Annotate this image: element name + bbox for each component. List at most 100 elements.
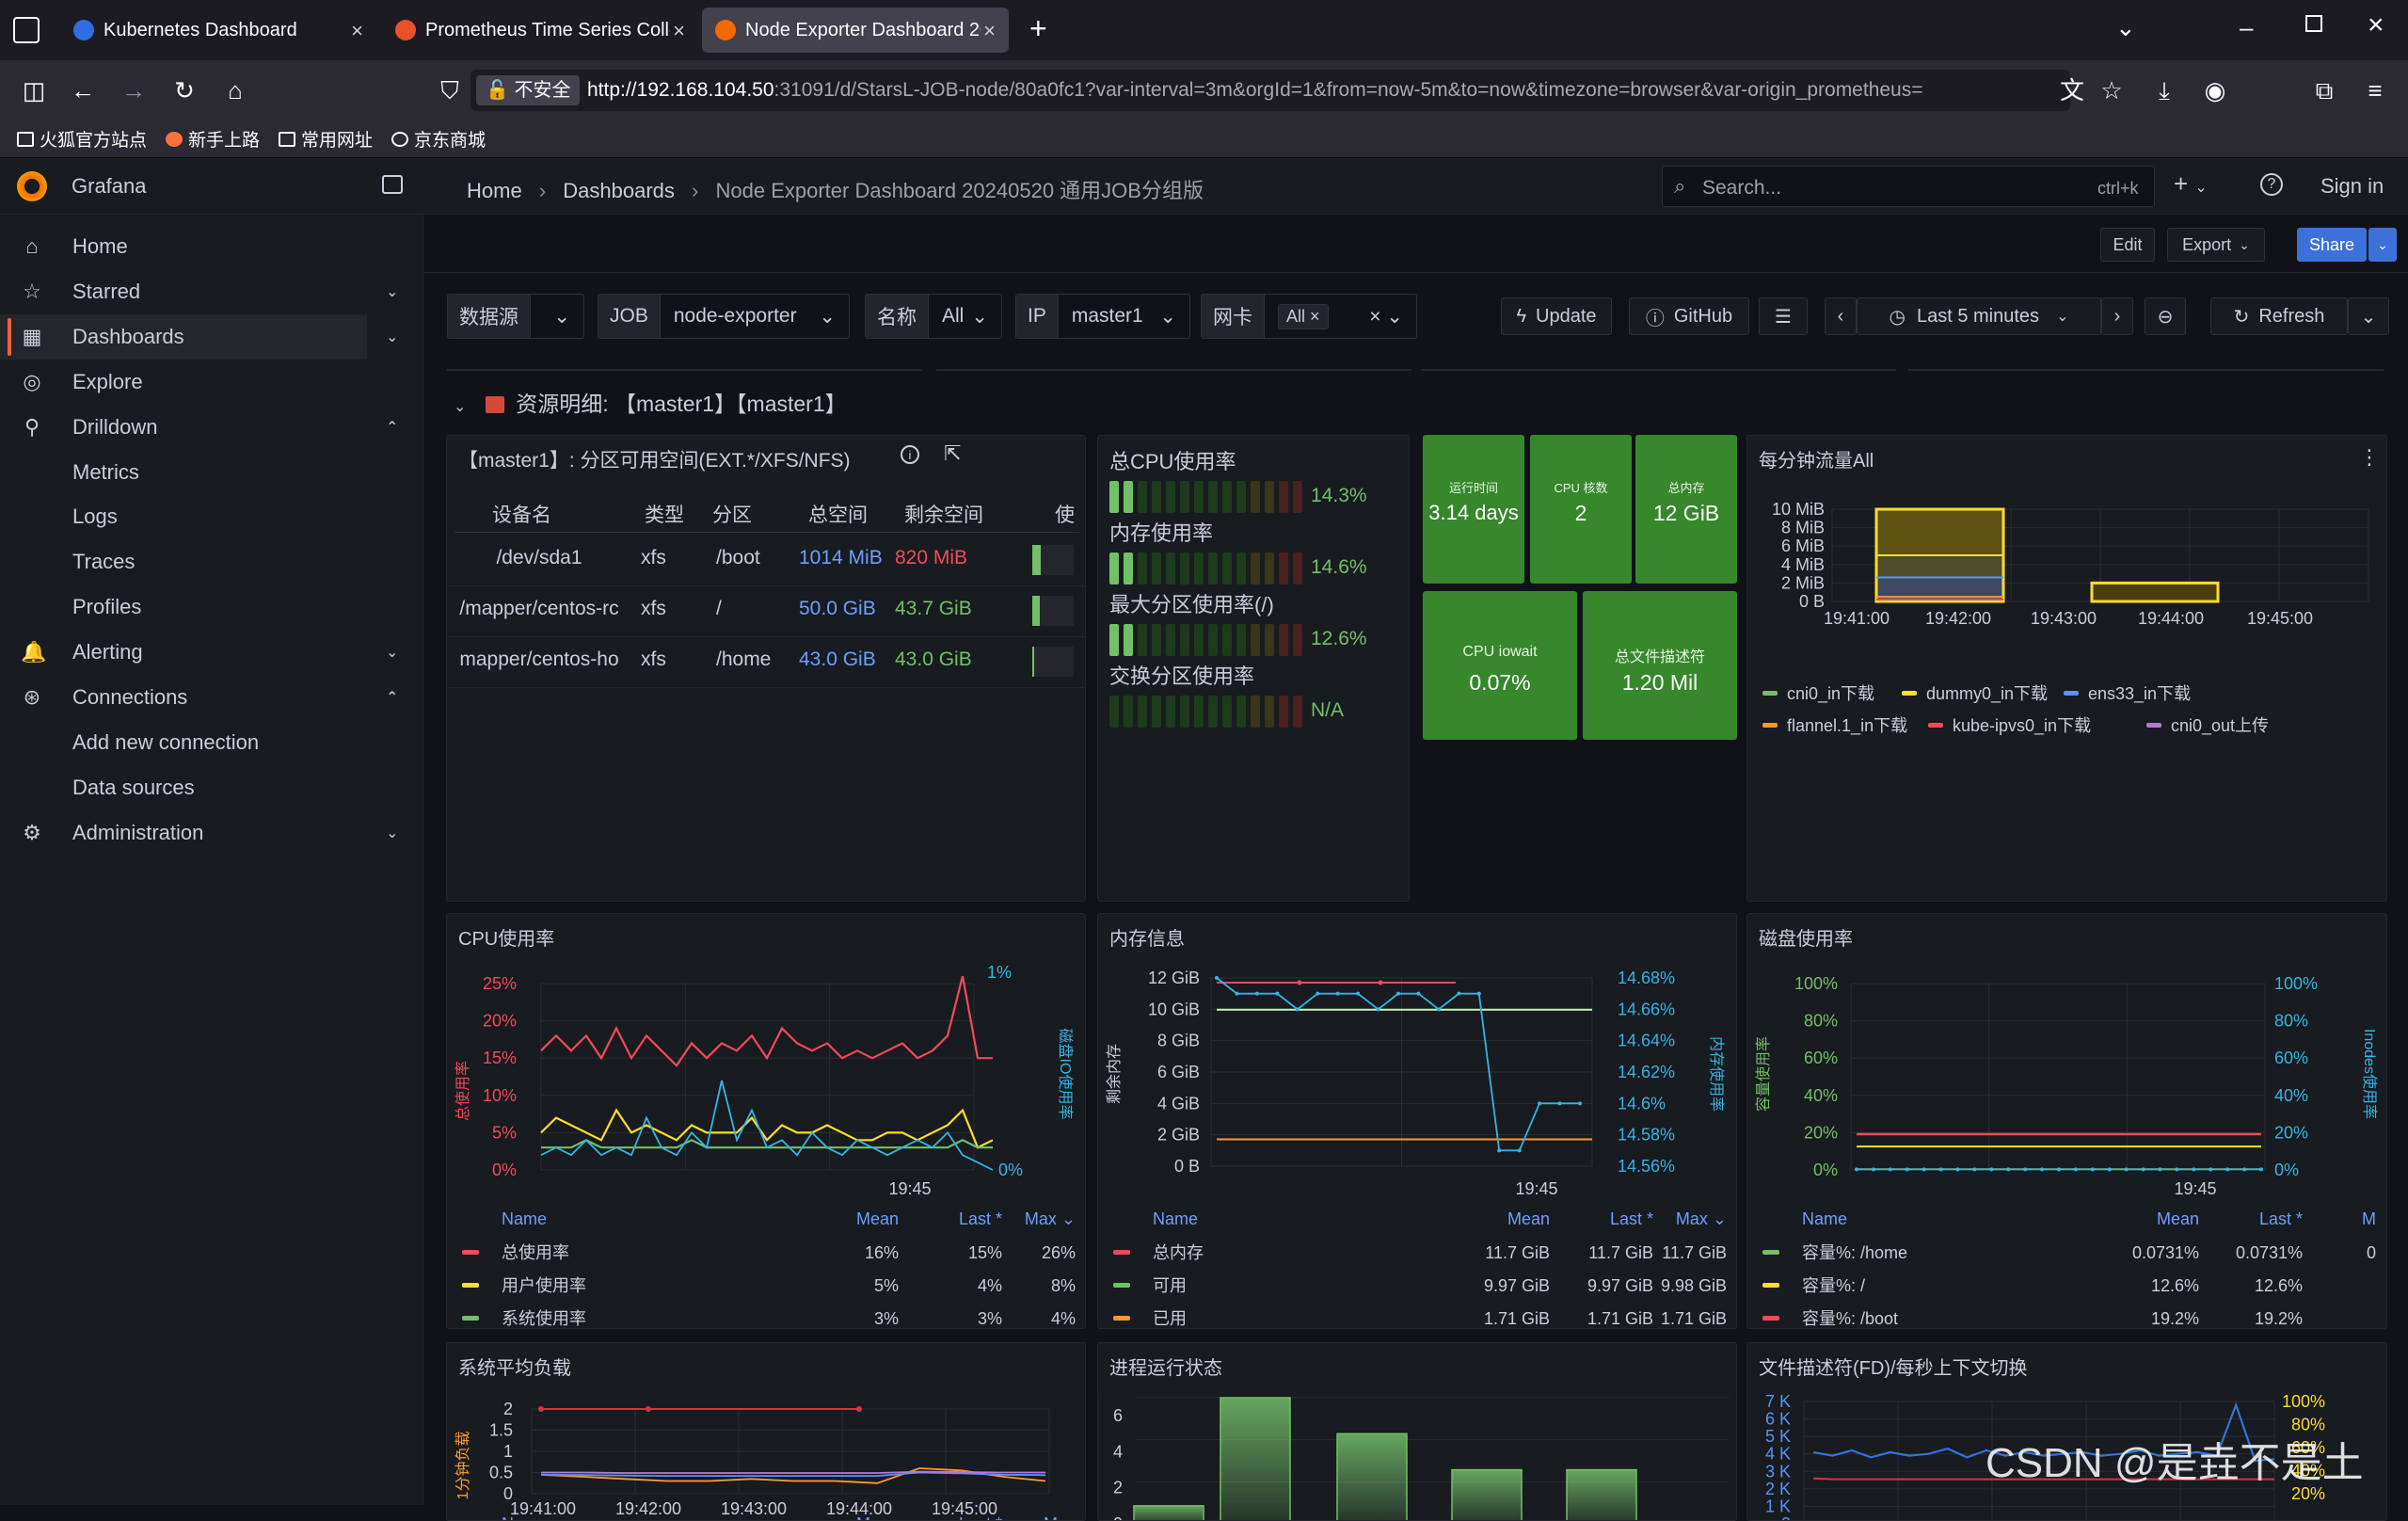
sidebar-item-add-new-connection[interactable]: Add new connection [0,720,367,765]
clear-icon[interactable]: × ⌄ [1369,305,1403,328]
translate-icon[interactable]: 文 [2059,76,2084,104]
tab-node-exporter[interactable]: Node Exporter Dashboard 20 × [702,8,1009,53]
chevron-icon[interactable]: ⌄ [386,825,399,841]
home-icon[interactable]: ⌂ [228,76,243,104]
shield-icon[interactable]: ⛉ [440,76,459,104]
stat-tile[interactable]: 总内存 12 GiB [1635,435,1737,584]
sidebar-item-home[interactable]: ⌂ Home [0,224,367,269]
github-button[interactable]: ⓘ GitHub [1629,297,1749,335]
close-window-button[interactable]: × [2368,9,2384,40]
new-tab-button[interactable]: + [1029,11,1047,45]
job-variable[interactable]: JOB node-exporter ⌄ [598,294,850,339]
stat-tile[interactable]: CPU iowait 0.07% [1423,591,1577,740]
breadcrumb-home[interactable]: Home [467,179,522,202]
stat-tile[interactable]: 运行时间 3.14 days [1423,435,1524,584]
data-point [2107,1167,2112,1172]
extensions-icon[interactable]: ⧉ [2315,76,2334,104]
menu-icon[interactable]: ≡ [2368,76,2383,104]
sidebar-item-metrics[interactable]: Metrics [0,450,367,495]
help-icon[interactable]: ? [2260,173,2283,196]
zoom-out-button[interactable]: ⊖ [2145,297,2186,335]
share-button[interactable]: Share [2297,228,2367,262]
edit-button[interactable]: Edit [2100,228,2155,262]
tab-kubernetes[interactable]: Kubernetes Dashboard × [60,8,376,53]
sidebar-item-traces[interactable]: Traces [0,539,367,584]
name-variable[interactable]: 名称 All ⌄ [865,294,1002,339]
sidebar-item-label: Dashboards [72,324,184,348]
time-picker-button[interactable]: ◷ Last 5 minutes ⌄ [1857,297,2101,335]
maximize-button[interactable] [2305,15,2322,32]
panel-menu-icon[interactable]: ⋮ [2359,445,2380,469]
nic-variable[interactable]: 网卡 All × × ⌄ [1201,294,1417,339]
sidebar-item-explore[interactable]: ◎ Explore [0,360,367,405]
table-header[interactable]: 剩余空间 [904,504,983,526]
sidebar-toggle-icon[interactable]: ◫ [22,76,46,104]
sidebar-item-profiles[interactable]: Profiles [0,584,367,630]
address-bar[interactable]: 🔓 不安全 http://192.168.104.50:31091/d/Star… [470,70,2070,111]
bookmark-star-icon[interactable]: ☆ [2100,76,2123,104]
chevron-icon[interactable]: ⌄ [386,328,399,345]
dock-menu-icon[interactable] [382,175,403,194]
stat-tile[interactable]: CPU 核数 2 [1530,435,1632,584]
nic-all-chip[interactable]: All × [1278,303,1329,329]
tab-overflow-chevron-icon[interactable]: ⌄ [2115,13,2136,41]
close-icon[interactable]: × [983,19,996,42]
update-button[interactable]: ϟ Update [1501,297,1612,335]
chevron-icon[interactable]: ⌄ [386,283,399,300]
external-link-icon[interactable]: ⇱ [944,441,962,465]
legend-last: 11.7 GiB [1588,1243,1653,1262]
brand-name[interactable]: Grafana [72,174,147,198]
insecure-badge[interactable]: 🔓 不安全 [476,75,581,105]
minimize-button[interactable]: – [2240,13,2254,41]
sidebar-item-drilldown[interactable]: ⚲ Drilldown ⌃ [0,405,398,450]
time-forward-button[interactable]: › [2101,297,2133,335]
row-header[interactable]: ⌄ 资源明细: 【master1】【master1】 [454,392,847,416]
sidebar-item-administration[interactable]: ⚙ Administration ⌄ [0,810,398,856]
bookmark-item[interactable]: 常用网址 [279,126,373,152]
table-header[interactable]: 类型 [645,504,684,526]
sidebar-item-data-sources[interactable]: Data sources [0,765,367,810]
sidebar-item-alerting[interactable]: 🔔 Alerting ⌄ [0,630,398,675]
account-icon[interactable]: ◉ [2204,76,2226,104]
chevron-icon[interactable]: ⌃ [386,419,399,436]
bookmark-item[interactable]: 火狐官方站点 [17,126,147,152]
chevron-icon[interactable]: ⌃ [386,690,399,706]
breadcrumb-dashboards[interactable]: Dashboards [563,179,675,202]
gauge-segment [1236,624,1246,656]
sign-in-link[interactable]: Sign in [2320,174,2384,198]
ip-variable[interactable]: IP master1 ⌄ [1015,294,1190,339]
close-icon[interactable]: × [673,19,685,42]
tab-prometheus[interactable]: Prometheus Time Series Colle × [382,8,698,53]
table-header[interactable]: 使 [1055,504,1075,526]
bookmark-item[interactable]: 新手上路 [166,126,260,152]
table-header[interactable]: 总空间 [808,504,868,526]
tab-list-icon[interactable] [13,17,40,43]
datasource-variable[interactable]: 数据源 ⌄ [447,294,584,339]
refresh-interval-button[interactable]: ⌄ [2348,297,2389,335]
info-icon[interactable]: i [901,445,919,464]
tick-label: 19:45 [2174,1179,2216,1198]
grafana-logo-icon[interactable] [17,171,47,201]
search-input[interactable]: ⌕ Search... ctrl+k [1662,166,2155,207]
refresh-button[interactable]: ↻ Refresh [2210,297,2348,335]
reload-icon[interactable]: ↻ [174,76,195,104]
sidebar-item-dashboards[interactable]: ▦ Dashboards ⌄ [0,313,398,360]
sidebar-item-connections[interactable]: ⊛ Connections ⌃ [0,675,399,720]
chevron-icon[interactable]: ⌄ [386,645,399,662]
table-header[interactable]: 设备名 [492,504,551,526]
new-menu-button[interactable]: + ⌄ [2174,169,2208,198]
dashboard-links-button[interactable]: ☰ [1759,297,1808,335]
sidebar-item-starred[interactable]: ☆ Starred ⌄ [0,269,398,314]
bookmark-item[interactable]: 京东商城 [391,126,486,152]
time-back-button[interactable]: ‹ [1825,297,1857,335]
table-header[interactable]: 分区 [712,504,752,526]
share-dropdown-button[interactable]: ⌄ [2368,228,2397,262]
export-button[interactable]: Export ⌄ [2167,228,2265,262]
stat-tile[interactable]: 总文件描述符 1.20 Mil [1583,591,1737,740]
close-icon[interactable]: × [351,19,363,42]
url-text[interactable]: http://192.168.104.50:31091/d/StarsL-JOB… [587,79,1923,101]
sidebar-item-logs[interactable]: Logs [0,494,367,539]
download-icon[interactable]: ⤓ [2159,76,2170,104]
forward-icon[interactable]: → [121,76,146,104]
back-icon[interactable]: ← [71,76,95,104]
